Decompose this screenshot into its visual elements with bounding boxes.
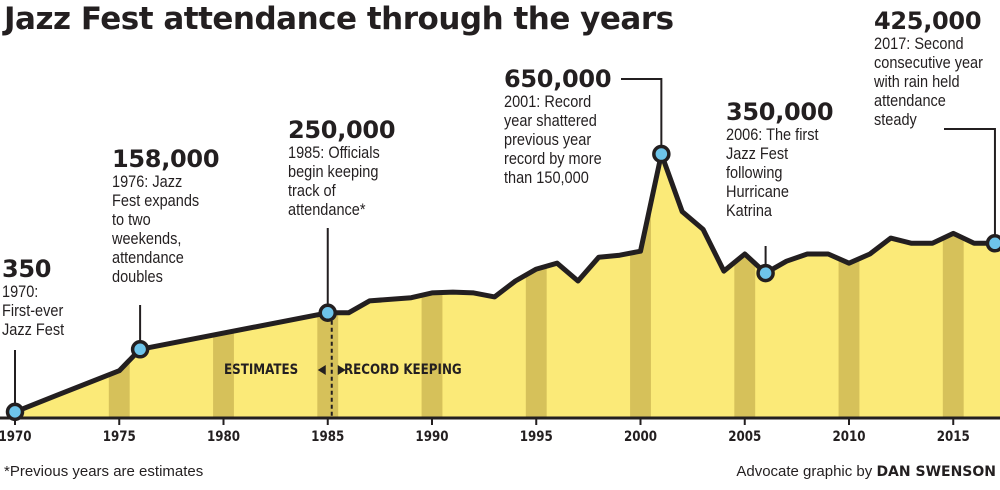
annotation-1970: 350 1970: First-ever Jazz Fest: [2, 256, 102, 340]
marker-1970: [5, 402, 25, 422]
annotation-value: 425,000: [874, 7, 982, 35]
leader-2001: [621, 78, 663, 154]
annotation-value: 350,000: [726, 98, 834, 126]
credit-line: Advocate graphic by DAN SWENSON: [736, 463, 996, 480]
annotation-2017: 425,000 2017: Second consecutive year wi…: [874, 8, 998, 130]
x-tick-label-1980: 1980: [207, 429, 240, 445]
x-tick-label-2015: 2015: [937, 429, 970, 445]
marker-1985: [318, 303, 337, 323]
marker-2001: [652, 144, 671, 164]
left-arrow-icon: [317, 365, 326, 375]
highlight-markers: [5, 144, 1000, 422]
annotation-2001: 650,000 2001: Record year shattered prev…: [504, 66, 644, 188]
marker-2006: [756, 263, 775, 283]
x-tick-label-1995: 1995: [520, 429, 553, 445]
annotation-2006: 350,000 2006: The first Jazz Fest follow…: [726, 99, 856, 221]
credit-author: DAN SWENSON: [876, 464, 996, 480]
annotation-text: 2001: Record year shattered previous yea…: [504, 93, 602, 187]
annotation-text: 1970: First-ever Jazz Fest: [2, 283, 65, 339]
annotation-1976: 158,000 1976: Jazz Fest expands to two w…: [112, 146, 242, 287]
marker-1976: [130, 340, 150, 359]
x-tick-label-2005: 2005: [728, 429, 761, 445]
marker-2017: [985, 234, 1000, 253]
split-arrows: [317, 365, 346, 375]
annotation-value: 158,000: [112, 145, 220, 173]
annotation-value: 650,000: [504, 65, 612, 93]
annotation-text: 1976: Jazz Fest expands to two weekends,…: [112, 173, 200, 286]
estimates-label: ESTIMATES: [224, 362, 299, 378]
credit-prefix: Advocate graphic by: [736, 463, 873, 480]
x-tick-label-1985: 1985: [311, 429, 344, 445]
annotation-text: 1985: Officials begin keeping track of a…: [288, 144, 380, 219]
annotation-value: 350: [2, 255, 52, 283]
year-band-1995: [525, 154, 547, 418]
x-tick-label-1975: 1975: [103, 429, 136, 445]
annotation-1985: 250,000 1985: Officials begin keeping tr…: [288, 117, 438, 220]
x-tick-label-2000: 2000: [624, 429, 657, 445]
footnote: *Previous years are estimates: [4, 463, 204, 480]
annotation-text: 2017: Second consecutive year with rain …: [874, 35, 983, 129]
annotation-value: 250,000: [288, 116, 396, 144]
annotation-text: 2006: The first Jazz Fest following Hurr…: [726, 126, 819, 220]
right-arrow-icon: [337, 365, 346, 375]
record-keeping-label: RECORD KEEPING: [344, 362, 462, 378]
leader-2017: [944, 128, 996, 244]
x-tick-label-1990: 1990: [415, 429, 448, 445]
x-axis-ticks: 1970 1975 1980 1985 1990 1995 2000 2005 2010 2015: [0, 418, 970, 445]
x-tick-label-2010: 2010: [832, 429, 865, 445]
attendance-line: [12, 151, 998, 415]
x-tick-label-1970: 1970: [0, 429, 32, 445]
chart-title: Jazz Fest attendance through the years: [4, 1, 674, 37]
